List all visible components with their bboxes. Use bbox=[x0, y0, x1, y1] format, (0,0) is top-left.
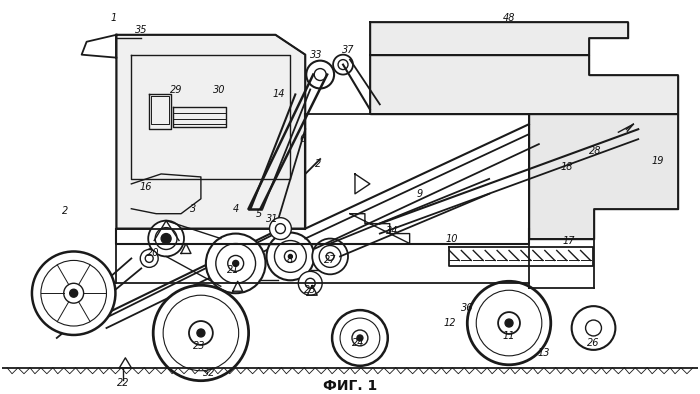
Text: 2: 2 bbox=[62, 206, 68, 216]
Circle shape bbox=[41, 260, 106, 326]
Circle shape bbox=[274, 241, 307, 272]
Circle shape bbox=[32, 251, 116, 335]
Circle shape bbox=[270, 217, 291, 240]
Text: 48: 48 bbox=[503, 13, 515, 23]
Circle shape bbox=[163, 295, 239, 371]
Circle shape bbox=[276, 224, 286, 234]
Text: 32: 32 bbox=[202, 368, 215, 378]
Circle shape bbox=[206, 234, 265, 293]
Circle shape bbox=[338, 59, 348, 70]
Text: 23: 23 bbox=[193, 341, 205, 351]
Circle shape bbox=[216, 243, 256, 283]
Circle shape bbox=[267, 232, 314, 280]
Text: 35: 35 bbox=[135, 25, 148, 35]
Text: 18: 18 bbox=[561, 162, 573, 172]
Circle shape bbox=[232, 260, 239, 266]
Circle shape bbox=[189, 321, 213, 345]
Circle shape bbox=[319, 245, 341, 268]
Circle shape bbox=[305, 278, 315, 288]
Text: 20: 20 bbox=[147, 249, 160, 258]
Text: 27: 27 bbox=[324, 255, 337, 266]
Circle shape bbox=[307, 61, 334, 89]
Text: 22: 22 bbox=[117, 378, 130, 388]
Circle shape bbox=[155, 228, 177, 249]
Text: 33: 33 bbox=[310, 50, 323, 59]
Circle shape bbox=[586, 320, 601, 336]
Text: 37: 37 bbox=[342, 45, 354, 55]
Text: 28: 28 bbox=[589, 146, 602, 156]
Text: 17: 17 bbox=[562, 236, 575, 245]
Circle shape bbox=[468, 281, 551, 365]
Circle shape bbox=[64, 283, 83, 303]
Text: 3: 3 bbox=[190, 204, 196, 214]
Circle shape bbox=[145, 255, 153, 262]
Circle shape bbox=[333, 55, 353, 74]
Circle shape bbox=[153, 285, 248, 381]
Circle shape bbox=[476, 290, 542, 356]
Text: ФИГ. 1: ФИГ. 1 bbox=[323, 379, 377, 393]
Text: 16: 16 bbox=[140, 182, 153, 192]
Text: 9: 9 bbox=[416, 189, 423, 199]
Text: 30: 30 bbox=[213, 85, 225, 95]
Polygon shape bbox=[370, 55, 678, 114]
Text: 10: 10 bbox=[445, 234, 458, 243]
Circle shape bbox=[298, 271, 322, 295]
Text: 24: 24 bbox=[351, 338, 364, 348]
Circle shape bbox=[314, 69, 326, 80]
Text: 8: 8 bbox=[286, 255, 293, 266]
Text: 29: 29 bbox=[170, 85, 182, 95]
Circle shape bbox=[332, 310, 388, 366]
Circle shape bbox=[326, 253, 334, 260]
Text: 11: 11 bbox=[503, 331, 515, 341]
Circle shape bbox=[352, 330, 368, 346]
Circle shape bbox=[498, 312, 520, 334]
Polygon shape bbox=[529, 114, 678, 238]
Circle shape bbox=[284, 251, 296, 262]
Circle shape bbox=[228, 255, 244, 271]
Text: 13: 13 bbox=[538, 348, 550, 358]
Polygon shape bbox=[370, 22, 629, 55]
Circle shape bbox=[161, 234, 171, 243]
Text: 14: 14 bbox=[272, 89, 285, 99]
Text: 31: 31 bbox=[266, 214, 279, 224]
Circle shape bbox=[197, 329, 205, 337]
Circle shape bbox=[505, 319, 513, 327]
Circle shape bbox=[70, 289, 78, 297]
Text: 36: 36 bbox=[461, 303, 473, 313]
Circle shape bbox=[340, 318, 380, 358]
Text: 1: 1 bbox=[111, 13, 117, 23]
Circle shape bbox=[357, 335, 363, 341]
Text: 4: 4 bbox=[232, 204, 239, 214]
Circle shape bbox=[312, 238, 348, 274]
Circle shape bbox=[572, 306, 615, 350]
Text: 12: 12 bbox=[443, 318, 456, 328]
Text: 2: 2 bbox=[315, 159, 321, 169]
Text: 34: 34 bbox=[386, 226, 398, 236]
Text: 26: 26 bbox=[587, 338, 600, 348]
Circle shape bbox=[288, 255, 293, 258]
Circle shape bbox=[140, 249, 158, 268]
Text: 25: 25 bbox=[304, 285, 316, 295]
Text: 5: 5 bbox=[256, 209, 262, 219]
Text: 6: 6 bbox=[299, 134, 305, 144]
Text: 19: 19 bbox=[652, 156, 664, 166]
Polygon shape bbox=[116, 35, 305, 229]
Circle shape bbox=[148, 221, 184, 256]
Text: 21: 21 bbox=[227, 265, 239, 275]
